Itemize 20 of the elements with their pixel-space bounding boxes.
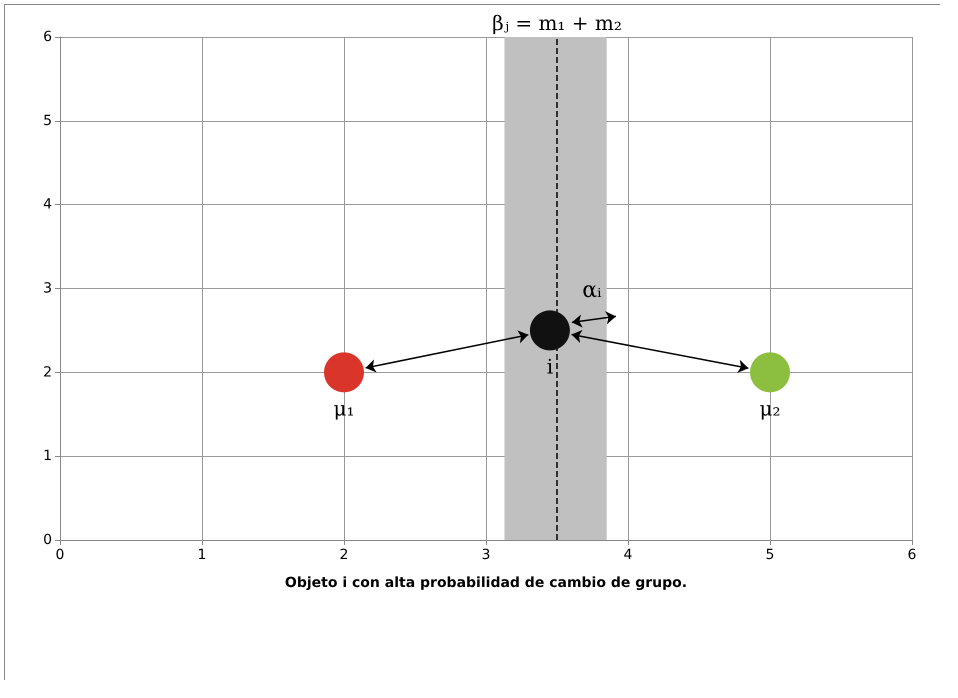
y-tick-label: 2	[43, 364, 52, 380]
data-label: i	[546, 354, 554, 378]
x-axis-title: Objeto i con alta probabilidad de cambio de grupo.	[284, 575, 688, 591]
data-label: μ₁	[333, 396, 355, 420]
x-tick-label: 4	[624, 547, 633, 563]
y-tick-label: 4	[43, 196, 52, 213]
x-tick-label: 6	[908, 547, 917, 563]
y-tick-label: 3	[43, 280, 52, 296]
x-tick-label: 3	[482, 547, 490, 563]
data-label: μ₂	[759, 396, 781, 420]
annotation: αᵢ	[582, 278, 602, 303]
y-tick-label: 0	[43, 532, 52, 548]
x-tick-label: 1	[198, 547, 206, 563]
x-tick-label: 2	[340, 547, 348, 563]
y-tick-label: 5	[43, 112, 52, 129]
y-tick-label: 6	[43, 29, 52, 45]
ref-line-label: βⱼ = m₁ + m₂	[492, 11, 622, 35]
x-tick-label: 0	[56, 547, 64, 563]
y-tick-label: 1	[43, 448, 52, 464]
x-tick-label: 5	[766, 547, 774, 563]
